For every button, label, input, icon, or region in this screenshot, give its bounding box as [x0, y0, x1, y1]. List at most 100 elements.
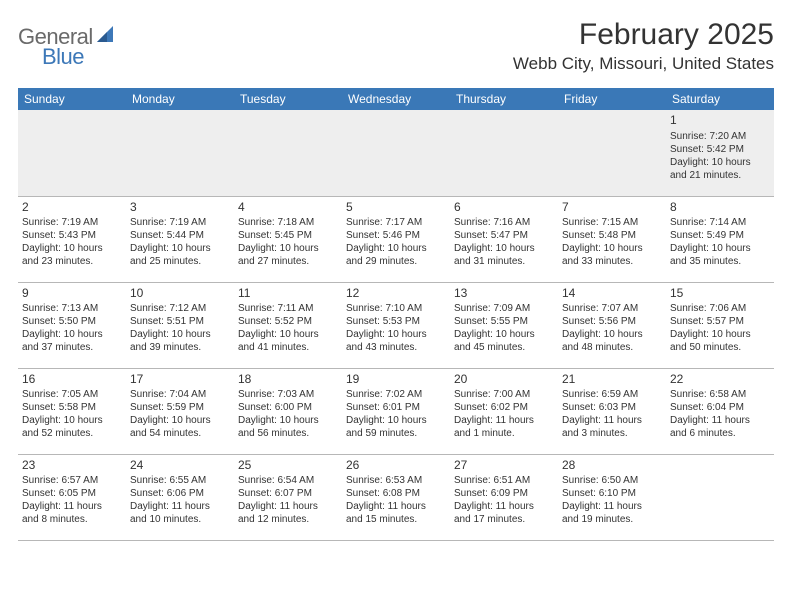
- sunset-text: Sunset: 5:43 PM: [22, 229, 122, 242]
- dayheader-sunday: Sunday: [18, 88, 126, 110]
- sunset-text: Sunset: 6:09 PM: [454, 487, 554, 500]
- day-number: 4: [238, 200, 338, 216]
- sunrise-text: Sunrise: 7:09 AM: [454, 302, 554, 315]
- sunset-text: Sunset: 6:00 PM: [238, 401, 338, 414]
- calendar-cell: 20Sunrise: 7:00 AMSunset: 6:02 PMDayligh…: [450, 368, 558, 454]
- sunrise-text: Sunrise: 6:50 AM: [562, 474, 662, 487]
- calendar-cell: 13Sunrise: 7:09 AMSunset: 5:55 PMDayligh…: [450, 282, 558, 368]
- daylight-text-1: Daylight: 11 hours: [454, 500, 554, 513]
- calendar-cell: [666, 454, 774, 540]
- sunset-text: Sunset: 6:04 PM: [670, 401, 770, 414]
- sunrise-text: Sunrise: 6:58 AM: [670, 388, 770, 401]
- day-number: 14: [562, 286, 662, 302]
- sunrise-text: Sunrise: 6:54 AM: [238, 474, 338, 487]
- day-number: 1: [670, 113, 770, 129]
- daylight-text-1: Daylight: 11 hours: [454, 414, 554, 427]
- sunrise-text: Sunrise: 7:11 AM: [238, 302, 338, 315]
- calendar-week-row: 9Sunrise: 7:13 AMSunset: 5:50 PMDaylight…: [18, 282, 774, 368]
- sunset-text: Sunset: 5:46 PM: [346, 229, 446, 242]
- sunset-text: Sunset: 6:10 PM: [562, 487, 662, 500]
- daylight-text-2: and 6 minutes.: [670, 427, 770, 440]
- sunrise-text: Sunrise: 7:05 AM: [22, 388, 122, 401]
- daylight-text-2: and 45 minutes.: [454, 341, 554, 354]
- day-number: 5: [346, 200, 446, 216]
- sunset-text: Sunset: 5:56 PM: [562, 315, 662, 328]
- day-number: 17: [130, 372, 230, 388]
- daylight-text-1: Daylight: 10 hours: [22, 414, 122, 427]
- sunset-text: Sunset: 5:48 PM: [562, 229, 662, 242]
- calendar-cell: [450, 110, 558, 196]
- sunset-text: Sunset: 6:01 PM: [346, 401, 446, 414]
- sunset-text: Sunset: 5:59 PM: [130, 401, 230, 414]
- sunrise-text: Sunrise: 7:04 AM: [130, 388, 230, 401]
- calendar-cell: 2Sunrise: 7:19 AMSunset: 5:43 PMDaylight…: [18, 196, 126, 282]
- calendar-header-row: Sunday Monday Tuesday Wednesday Thursday…: [18, 88, 774, 110]
- calendar-table: Sunday Monday Tuesday Wednesday Thursday…: [18, 88, 774, 541]
- daylight-text-1: Daylight: 10 hours: [130, 242, 230, 255]
- calendar-cell: [18, 110, 126, 196]
- day-number: 27: [454, 458, 554, 474]
- sunrise-text: Sunrise: 7:19 AM: [130, 216, 230, 229]
- brand-blue-text: Blue: [42, 44, 84, 70]
- daylight-text-2: and 59 minutes.: [346, 427, 446, 440]
- sunrise-text: Sunrise: 6:59 AM: [562, 388, 662, 401]
- sunset-text: Sunset: 5:51 PM: [130, 315, 230, 328]
- daylight-text-2: and 29 minutes.: [346, 255, 446, 268]
- sunset-text: Sunset: 6:03 PM: [562, 401, 662, 414]
- daylight-text-2: and 21 minutes.: [670, 169, 770, 182]
- sunrise-text: Sunrise: 6:51 AM: [454, 474, 554, 487]
- calendar-cell: 10Sunrise: 7:12 AMSunset: 5:51 PMDayligh…: [126, 282, 234, 368]
- sunset-text: Sunset: 5:42 PM: [670, 143, 770, 156]
- day-number: 8: [670, 200, 770, 216]
- sunrise-text: Sunrise: 7:03 AM: [238, 388, 338, 401]
- daylight-text-1: Daylight: 11 hours: [22, 500, 122, 513]
- sunset-text: Sunset: 5:47 PM: [454, 229, 554, 242]
- daylight-text-1: Daylight: 10 hours: [454, 242, 554, 255]
- sunrise-text: Sunrise: 7:17 AM: [346, 216, 446, 229]
- daylight-text-1: Daylight: 10 hours: [238, 328, 338, 341]
- sunset-text: Sunset: 5:44 PM: [130, 229, 230, 242]
- title-block: February 2025 Webb City, Missouri, Unite…: [513, 18, 774, 74]
- dayheader-saturday: Saturday: [666, 88, 774, 110]
- daylight-text-2: and 56 minutes.: [238, 427, 338, 440]
- daylight-text-1: Daylight: 11 hours: [670, 414, 770, 427]
- day-number: 9: [22, 286, 122, 302]
- daylight-text-1: Daylight: 10 hours: [346, 242, 446, 255]
- daylight-text-2: and 50 minutes.: [670, 341, 770, 354]
- daylight-text-1: Daylight: 10 hours: [22, 328, 122, 341]
- daylight-text-2: and 15 minutes.: [346, 513, 446, 526]
- calendar-cell: 22Sunrise: 6:58 AMSunset: 6:04 PMDayligh…: [666, 368, 774, 454]
- sunset-text: Sunset: 5:57 PM: [670, 315, 770, 328]
- daylight-text-2: and 27 minutes.: [238, 255, 338, 268]
- day-number: 12: [346, 286, 446, 302]
- daylight-text-2: and 35 minutes.: [670, 255, 770, 268]
- day-number: 22: [670, 372, 770, 388]
- calendar-cell: 5Sunrise: 7:17 AMSunset: 5:46 PMDaylight…: [342, 196, 450, 282]
- day-number: 11: [238, 286, 338, 302]
- sunset-text: Sunset: 6:06 PM: [130, 487, 230, 500]
- sunrise-text: Sunrise: 7:19 AM: [22, 216, 122, 229]
- daylight-text-2: and 39 minutes.: [130, 341, 230, 354]
- calendar-cell: 16Sunrise: 7:05 AMSunset: 5:58 PMDayligh…: [18, 368, 126, 454]
- sunrise-text: Sunrise: 7:02 AM: [346, 388, 446, 401]
- dayheader-tuesday: Tuesday: [234, 88, 342, 110]
- day-number: 21: [562, 372, 662, 388]
- calendar-week-row: 1Sunrise: 7:20 AMSunset: 5:42 PMDaylight…: [18, 110, 774, 196]
- sunrise-text: Sunrise: 7:13 AM: [22, 302, 122, 315]
- day-number: 16: [22, 372, 122, 388]
- calendar-week-row: 23Sunrise: 6:57 AMSunset: 6:05 PMDayligh…: [18, 454, 774, 540]
- day-number: 18: [238, 372, 338, 388]
- sunrise-text: Sunrise: 7:20 AM: [670, 130, 770, 143]
- calendar-cell: 23Sunrise: 6:57 AMSunset: 6:05 PMDayligh…: [18, 454, 126, 540]
- sunset-text: Sunset: 5:52 PM: [238, 315, 338, 328]
- calendar-cell: 6Sunrise: 7:16 AMSunset: 5:47 PMDaylight…: [450, 196, 558, 282]
- calendar-cell: 27Sunrise: 6:51 AMSunset: 6:09 PMDayligh…: [450, 454, 558, 540]
- daylight-text-1: Daylight: 11 hours: [562, 414, 662, 427]
- calendar-cell: [342, 110, 450, 196]
- daylight-text-2: and 3 minutes.: [562, 427, 662, 440]
- sunrise-text: Sunrise: 6:53 AM: [346, 474, 446, 487]
- daylight-text-1: Daylight: 10 hours: [22, 242, 122, 255]
- calendar-cell: 24Sunrise: 6:55 AMSunset: 6:06 PMDayligh…: [126, 454, 234, 540]
- day-number: 19: [346, 372, 446, 388]
- page: General Blue February 2025 Webb City, Mi…: [0, 0, 792, 541]
